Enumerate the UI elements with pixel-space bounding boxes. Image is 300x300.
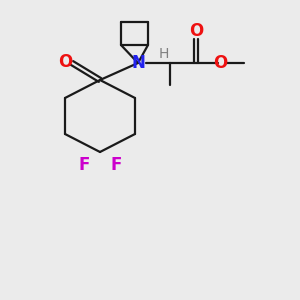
Text: O: O [213, 54, 227, 72]
Text: F: F [110, 156, 122, 174]
Text: N: N [131, 54, 145, 72]
Text: O: O [189, 22, 203, 40]
Text: H: H [159, 47, 169, 61]
Text: O: O [58, 53, 72, 71]
Text: F: F [78, 156, 90, 174]
